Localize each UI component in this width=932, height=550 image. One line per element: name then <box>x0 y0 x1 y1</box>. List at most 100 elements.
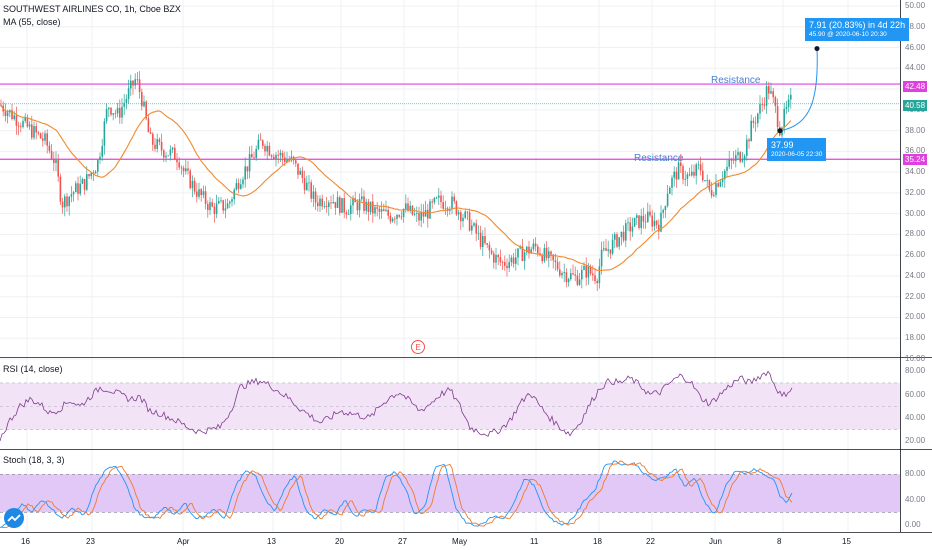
candle-body <box>585 265 587 278</box>
candle-body <box>750 120 752 142</box>
candle-body <box>532 243 535 250</box>
stoch-k-line <box>0 460 793 528</box>
candle-body <box>506 265 508 269</box>
candle-body <box>717 183 719 187</box>
candle-body <box>105 109 108 122</box>
candle-body <box>633 217 636 227</box>
candle-body <box>101 145 103 157</box>
price-tick-label: 28.00 <box>905 229 926 239</box>
candle-body <box>356 202 359 211</box>
candle-body <box>323 206 326 207</box>
candle-body <box>251 154 253 158</box>
candle-body <box>297 163 299 175</box>
resistance-lower-text: Resistance <box>634 153 684 164</box>
candle-body <box>541 255 543 262</box>
candle-body <box>409 205 411 211</box>
candle-body <box>396 214 398 219</box>
candle-body <box>488 244 491 251</box>
candle-body <box>651 215 653 227</box>
candle-body <box>68 196 70 207</box>
candle-body <box>33 126 35 138</box>
candle-body <box>112 113 114 115</box>
ma-legend[interactable]: MA (55, close) <box>3 17 61 27</box>
candle-body <box>576 275 579 285</box>
candle-body <box>554 260 557 263</box>
candle-body <box>116 107 119 114</box>
candle-body <box>752 120 755 123</box>
rsi-tick-label: 80.00 <box>905 366 926 376</box>
candle-body <box>451 196 453 210</box>
projection-start-point <box>777 128 783 134</box>
projection-target-callout[interactable]: 7.91 (20.83%) in 4d 22h 45.90 @ 2020-06-… <box>805 18 910 41</box>
candle-body <box>22 120 24 128</box>
stoch-tick-label: 40.00 <box>905 494 926 504</box>
candle-body <box>574 274 576 276</box>
price-tick-label: 30.00 <box>905 208 926 218</box>
candle-body <box>64 196 66 208</box>
candle-body <box>743 155 746 161</box>
candle-body <box>515 257 517 264</box>
price-tick-label: 16.00 <box>905 354 926 363</box>
candle-body <box>17 125 20 127</box>
candle-body <box>374 207 376 214</box>
candle-body <box>15 115 18 126</box>
candle-body <box>28 124 31 127</box>
price-tick-label: 34.00 <box>905 167 926 177</box>
candle-body <box>361 196 363 200</box>
candle-body <box>378 208 381 212</box>
time-tick-label: 16 <box>21 537 30 546</box>
candle-body <box>224 208 227 211</box>
candle-body <box>699 164 702 171</box>
candle-body <box>308 182 310 184</box>
candle-body <box>561 273 563 276</box>
candle-body <box>99 156 101 160</box>
rsi-legend[interactable]: RSI (14, close) <box>3 364 63 374</box>
stoch-tick-label: 80.00 <box>905 469 926 479</box>
candle-body <box>776 106 779 127</box>
candle-body <box>119 107 121 118</box>
candle-body <box>598 266 601 284</box>
candle-body <box>26 117 29 127</box>
time-tick-label: 23 <box>86 537 95 546</box>
candle-body <box>391 218 394 222</box>
earnings-marker-icon[interactable]: E <box>411 340 425 354</box>
candle-body <box>114 113 117 115</box>
candle-body <box>341 198 343 213</box>
candle-body <box>121 106 123 118</box>
projection-curve <box>779 48 818 132</box>
candle-body <box>301 170 304 179</box>
candle-body <box>207 204 209 211</box>
candle-body <box>134 79 136 86</box>
candle-body <box>295 160 297 164</box>
candle-series <box>0 71 792 292</box>
candle-body <box>490 250 493 254</box>
candle-body <box>543 247 546 262</box>
candle-body <box>70 194 73 197</box>
time-tick-label: 18 <box>593 537 602 546</box>
candle-body <box>235 183 238 190</box>
candle-body <box>169 149 172 156</box>
candle-body <box>220 200 222 202</box>
stoch-legend[interactable]: Stoch (18, 3, 3) <box>3 455 65 465</box>
candle-body <box>165 155 167 158</box>
candle-body <box>50 150 53 160</box>
candle-body <box>4 111 7 117</box>
candle-body <box>673 171 675 178</box>
projection-entry-callout[interactable]: 37.99 2020-06-05 22:30 <box>767 138 827 161</box>
candle-body <box>649 211 651 216</box>
candle-body <box>24 117 26 121</box>
candle-body <box>407 203 409 211</box>
candle-body <box>523 252 526 261</box>
candle-body <box>675 171 678 180</box>
price-tick-label: 32.00 <box>905 187 926 197</box>
candle-body <box>246 166 249 172</box>
candle-body <box>77 183 79 194</box>
candle-body <box>721 179 724 182</box>
price-tick-label: 48.00 <box>905 21 926 31</box>
candle-body <box>136 79 139 81</box>
candle-body <box>59 176 62 202</box>
candle-body <box>618 237 620 247</box>
candle-body <box>257 139 260 149</box>
candle-body <box>682 166 684 180</box>
